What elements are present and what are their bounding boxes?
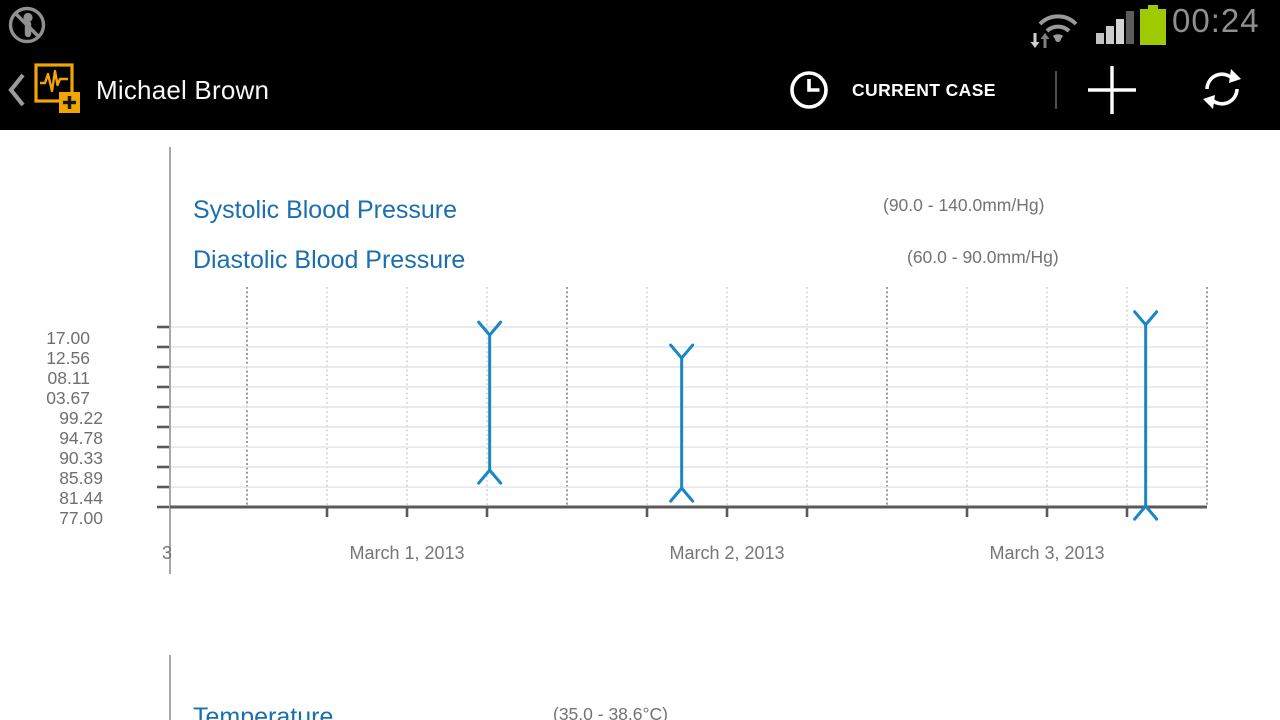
back-chevron-icon[interactable] [6,72,28,108]
signal-strength-icon [1096,11,1134,44]
chart-range-diastolic: (60.0 - 90.0mm/Hg) [907,247,1059,267]
plus-icon[interactable] [1086,64,1138,116]
current-case-button[interactable]: CURRENT CASE [786,50,996,130]
chart-title-diastolic: Diastolic Blood Pressure [193,246,466,274]
patient-chart-icon[interactable] [33,61,83,118]
wifi-icon [1030,14,1078,48]
x-axis-label: March 1, 2013 [349,543,465,563]
current-case-label: CURRENT CASE [852,79,996,100]
status-bar: 00:24 [0,0,1280,50]
chart-range-systolic: (90.0 - 140.0mm/Hg) [883,195,1045,215]
chart-title-systolic: Systolic Blood Pressure [193,196,458,224]
y-axis-label: 17.00 [46,328,90,348]
temperature-chart-title: Temperature [193,703,334,720]
refresh-icon[interactable] [1197,64,1247,114]
clock-icon [790,71,828,109]
y-axis-label: 03.67 [46,388,90,408]
chart-canvas [157,147,1208,720]
x-axis-label: March 2, 2013 [669,543,785,563]
y-axis-label: 12.56 [46,348,90,368]
x-axis-label: March 3, 2013 [989,543,1105,563]
y-axis-label: 90.33 [59,448,103,468]
temperature-chart-range: (35.0 - 38.6°C) [553,704,668,720]
page-title: Michael Brown [96,75,270,105]
y-axis-label: 77.00 [59,508,103,528]
y-axis-label: 81.44 [59,488,103,508]
y-axis-label: 08.11 [47,368,91,388]
y-axis-label: 94.78 [59,428,103,448]
y-axis-labels: 17.00 12.56 08.11 03.67 99.22 94.78 90.3… [0,130,103,530]
y-axis-label: 99.22 [59,408,103,428]
person-slash-icon [8,6,46,44]
chart-list[interactable]: Systolic Blood Pressure (90.0 - 140.0mm/… [0,130,1280,720]
y-axis-label: 85.89 [59,468,103,488]
action-divider [1055,71,1057,109]
status-time: 00:24 [1172,2,1260,39]
battery-icon [1140,5,1166,45]
action-bar: Michael Brown CURRENT CASE [0,50,1280,130]
x-axis-label-clipped: 3 [162,543,173,563]
